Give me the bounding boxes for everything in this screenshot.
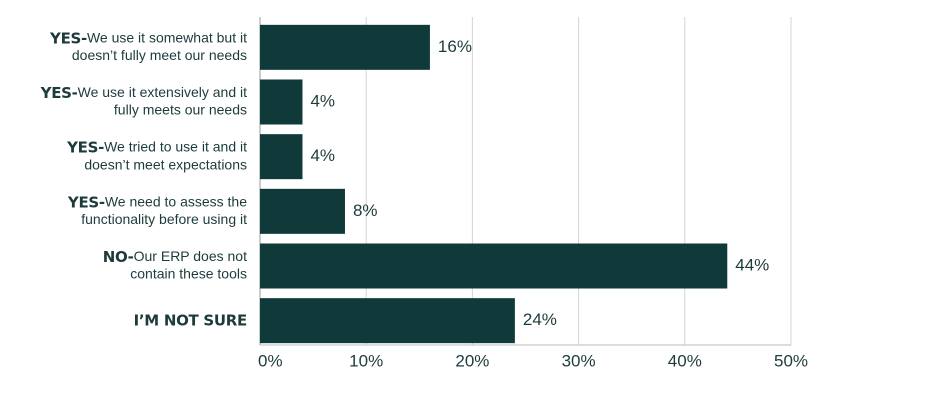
- category-prefix: YES-: [40, 84, 78, 102]
- category-line: doesn’t meet expectations: [84, 156, 247, 172]
- category-prefix: YES-: [66, 138, 104, 156]
- bar: [260, 298, 515, 344]
- category-label: YES-We need to assess the: [67, 193, 247, 211]
- bar: [260, 243, 728, 289]
- category-prefix: YES-: [67, 193, 105, 211]
- value-label: 4%: [310, 91, 335, 110]
- category-line: Our ERP does not: [134, 248, 247, 264]
- category-label: YES-We tried to use it and it: [66, 138, 247, 156]
- bar: [260, 79, 303, 125]
- value-label: 24%: [523, 310, 557, 329]
- category-label: YES-We use it extensively and it: [40, 84, 247, 102]
- value-label: 8%: [353, 201, 378, 220]
- bar: [260, 188, 345, 234]
- x-tick-label: 20%: [455, 351, 489, 370]
- category-line: fully meets our needs: [114, 102, 247, 118]
- category-label: I’M NOT SURE: [134, 311, 247, 329]
- x-tick-label: 50%: [774, 351, 808, 370]
- x-tick-label: 0%: [258, 351, 283, 370]
- category-line: contain these tools: [130, 266, 247, 282]
- category-prefix: NO-: [103, 248, 134, 266]
- category-line: We need to assess the: [105, 193, 247, 209]
- category-line: We use it extensively and it: [78, 84, 247, 100]
- bar: [260, 24, 430, 70]
- value-label: 4%: [310, 146, 335, 165]
- x-tick-label: 40%: [668, 351, 702, 370]
- category-line: functionality before using it: [81, 211, 247, 227]
- x-tick-label: 30%: [562, 351, 596, 370]
- category-label: YES-We use it somewhat but it: [49, 29, 247, 47]
- x-tick-label: 10%: [349, 351, 383, 370]
- category-prefix: YES-: [49, 29, 87, 47]
- bar: [260, 134, 303, 180]
- value-label: 16%: [438, 37, 472, 56]
- category-line: We use it somewhat but it: [87, 29, 247, 45]
- category-prefix: I’M NOT SURE: [134, 311, 247, 329]
- category-label: NO-Our ERP does not: [103, 248, 247, 266]
- value-label: 44%: [735, 255, 769, 274]
- category-line: doesn’t fully meet our needs: [72, 47, 247, 63]
- category-line: We tried to use it and it: [104, 138, 247, 154]
